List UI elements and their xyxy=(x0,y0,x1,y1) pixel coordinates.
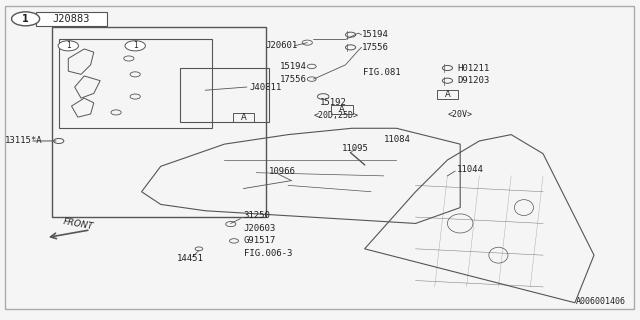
Circle shape xyxy=(58,41,79,51)
Text: 1: 1 xyxy=(66,41,70,50)
Text: D91203: D91203 xyxy=(457,76,489,85)
FancyBboxPatch shape xyxy=(36,12,106,26)
Text: J20603: J20603 xyxy=(244,224,276,233)
Text: A: A xyxy=(241,113,246,122)
Text: <20V>: <20V> xyxy=(447,109,472,118)
Text: 17556: 17556 xyxy=(280,75,307,84)
Text: G91517: G91517 xyxy=(244,236,276,245)
Text: 11095: 11095 xyxy=(342,144,369,153)
Text: J20883: J20883 xyxy=(52,14,90,24)
Circle shape xyxy=(12,12,40,26)
Text: 10966: 10966 xyxy=(269,167,296,176)
Text: 14451: 14451 xyxy=(177,254,204,263)
FancyBboxPatch shape xyxy=(4,6,634,309)
Text: 15194: 15194 xyxy=(280,62,307,71)
Text: FRONT: FRONT xyxy=(62,217,94,231)
Text: FIG.006-3: FIG.006-3 xyxy=(244,249,292,258)
Text: 13115*A: 13115*A xyxy=(4,136,42,146)
Text: 11044: 11044 xyxy=(457,165,484,174)
Text: H01211: H01211 xyxy=(457,63,489,73)
Text: 11084: 11084 xyxy=(384,135,411,144)
Text: J40811: J40811 xyxy=(250,83,282,92)
Text: 15194: 15194 xyxy=(362,30,388,39)
Text: 15192: 15192 xyxy=(320,99,347,108)
Circle shape xyxy=(125,41,145,51)
Text: <20D,25D>: <20D,25D> xyxy=(314,111,358,120)
Text: 31250: 31250 xyxy=(244,211,271,220)
Text: 17556: 17556 xyxy=(362,43,388,52)
Text: J20601: J20601 xyxy=(266,41,298,50)
Text: A: A xyxy=(339,105,345,114)
Text: 1: 1 xyxy=(22,14,29,24)
Text: 1: 1 xyxy=(133,41,138,50)
Text: A006001406: A006001406 xyxy=(576,297,626,306)
Text: A: A xyxy=(445,90,451,99)
Text: FIG.081: FIG.081 xyxy=(364,68,401,77)
